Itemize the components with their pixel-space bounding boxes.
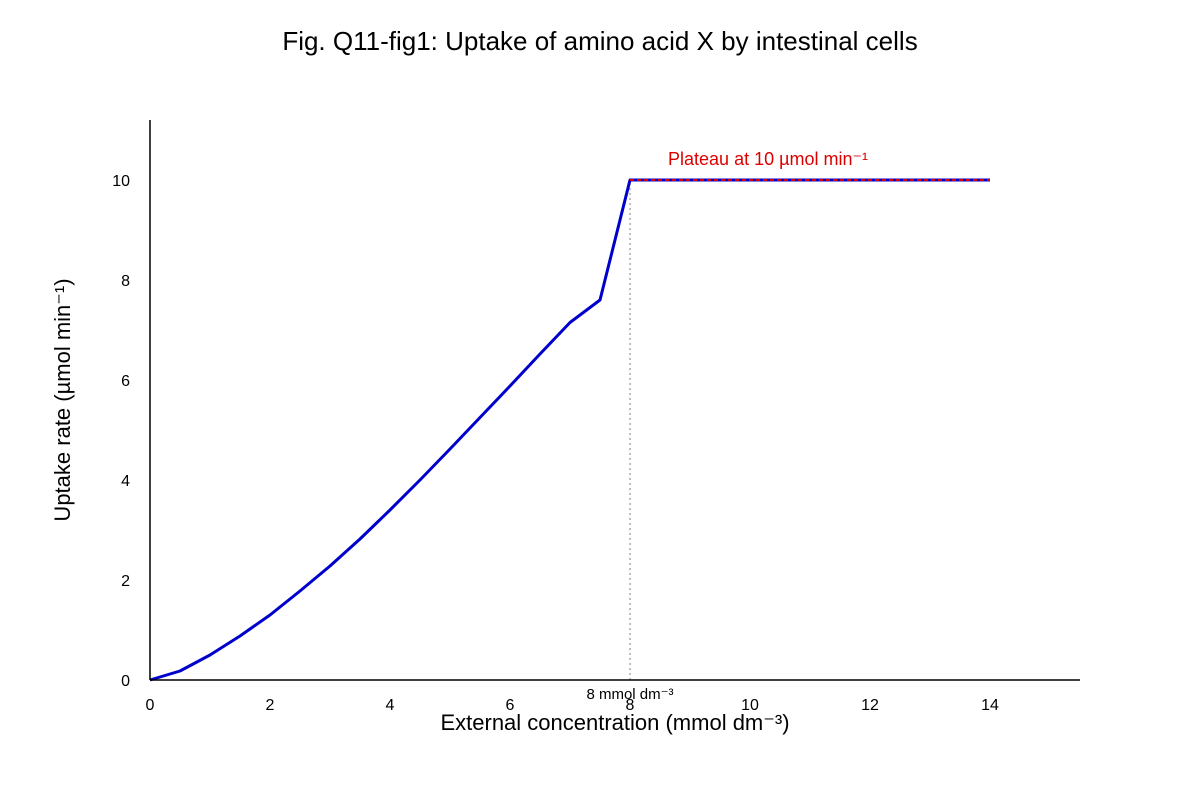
plot-area: 0 2 4 6 8 10 12 14 0 2 4 6 8 10 Plateau at 10 µmol m… bbox=[112, 120, 1080, 714]
y-tick-label: 2 bbox=[121, 573, 130, 590]
y-tick-label: 4 bbox=[121, 473, 130, 490]
x-tick-label: 14 bbox=[981, 697, 999, 714]
x-tick-label: 10 bbox=[741, 697, 759, 714]
y-tick-labels: 0 2 4 6 8 10 bbox=[112, 173, 130, 690]
y-tick-label: 10 bbox=[112, 173, 130, 190]
plateau-annotation: Plateau at 10 µmol min⁻¹ bbox=[668, 149, 868, 169]
uptake-curve-line bbox=[149, 178, 990, 682]
x-tick-label: 2 bbox=[266, 697, 275, 714]
y-axis-label: Uptake rate (µmol min⁻¹) bbox=[50, 278, 75, 521]
x-axis-label: External concentration (mmol dm⁻³) bbox=[440, 710, 789, 735]
x-tick-label: 0 bbox=[146, 697, 155, 714]
y-tick-label: 6 bbox=[121, 373, 130, 390]
y-tick-label: 8 bbox=[121, 273, 130, 290]
x-tick-labels: 0 2 4 6 8 10 12 14 bbox=[146, 697, 999, 714]
x-tick-label: 12 bbox=[861, 697, 879, 714]
chart-title: Fig. Q11-fig1: Uptake of amino acid X by… bbox=[282, 26, 917, 56]
concentration-annotation: 8 mmol dm⁻³ bbox=[586, 686, 673, 703]
x-tick-label: 4 bbox=[386, 697, 395, 714]
y-tick-label: 0 bbox=[121, 673, 130, 690]
x-tick-label: 8 bbox=[626, 697, 635, 714]
x-tick-label: 6 bbox=[506, 697, 515, 714]
